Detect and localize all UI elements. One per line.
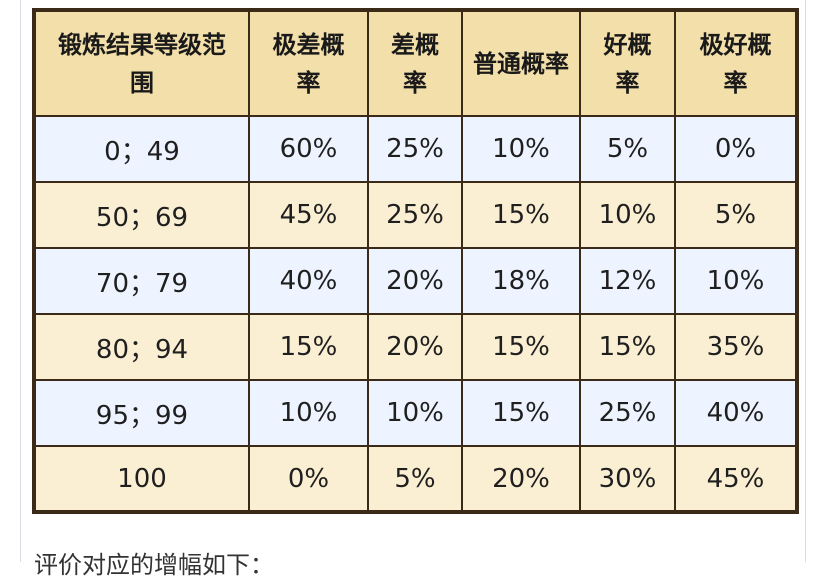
cell-excellent: 40% — [674, 379, 798, 447]
cell-very-bad: 10% — [248, 379, 369, 447]
forging-probability-table: 锻炼结果等级范围 极差概率 差概率 普通概率 好概率 极好概率 0；49 60%… — [32, 8, 799, 514]
table-row: 70；79 40% 20% 18% 12% 10% — [33, 247, 798, 315]
cell-range: 95；99 — [33, 379, 250, 447]
cell-bad: 20% — [367, 247, 463, 315]
cell-excellent: 5% — [674, 181, 798, 249]
cell-excellent: 0% — [674, 115, 798, 183]
header-good-rate: 好概率 — [579, 9, 676, 117]
header-bad-rate: 差概率 — [367, 9, 463, 117]
header-row: 锻炼结果等级范围 极差概率 差概率 普通概率 好概率 极好概率 — [33, 9, 798, 117]
table-row: 100 0% 5% 20% 30% 45% — [33, 445, 798, 513]
cell-range: 0；49 — [33, 115, 250, 183]
cell-normal: 15% — [461, 313, 581, 381]
cell-normal: 18% — [461, 247, 581, 315]
cell-range: 50；69 — [33, 181, 250, 249]
cell-normal: 15% — [461, 379, 581, 447]
header-very-bad-rate: 极差概率 — [248, 9, 369, 117]
cell-bad: 5% — [367, 445, 463, 513]
cell-bad: 10% — [367, 379, 463, 447]
table-row: 50；69 45% 25% 15% 10% 5% — [33, 181, 798, 249]
cell-good: 15% — [579, 313, 676, 381]
cell-excellent: 45% — [674, 445, 798, 513]
cell-normal: 20% — [461, 445, 581, 513]
header-result-range: 锻炼结果等级范围 — [33, 9, 250, 117]
cell-very-bad: 45% — [248, 181, 369, 249]
cell-excellent: 10% — [674, 247, 798, 315]
cell-good: 30% — [579, 445, 676, 513]
cell-normal: 10% — [461, 115, 581, 183]
cell-very-bad: 0% — [248, 445, 369, 513]
cell-good: 12% — [579, 247, 676, 315]
cell-very-bad: 15% — [248, 313, 369, 381]
cell-bad: 20% — [367, 313, 463, 381]
table-row: 80；94 15% 20% 15% 15% 35% — [33, 313, 798, 381]
cell-bad: 25% — [367, 181, 463, 249]
content-frame — [20, 0, 806, 562]
header-normal-rate: 普通概率 — [461, 9, 581, 117]
cell-range: 100 — [33, 445, 250, 513]
header-excellent-rate: 极好概率 — [674, 9, 798, 117]
cell-good: 10% — [579, 181, 676, 249]
cell-range: 80；94 — [33, 313, 250, 381]
cell-excellent: 35% — [674, 313, 798, 381]
cell-range: 70；79 — [33, 247, 250, 315]
caption-text: 评价对应的增幅如下： — [34, 551, 274, 579]
cell-good: 5% — [579, 115, 676, 183]
cell-normal: 15% — [461, 181, 581, 249]
cell-good: 25% — [579, 379, 676, 447]
cell-very-bad: 40% — [248, 247, 369, 315]
table-row: 0；49 60% 25% 10% 5% 0% — [33, 115, 798, 183]
cell-very-bad: 60% — [248, 115, 369, 183]
cell-bad: 25% — [367, 115, 463, 183]
table-row: 95；99 10% 10% 15% 25% 40% — [33, 379, 798, 447]
